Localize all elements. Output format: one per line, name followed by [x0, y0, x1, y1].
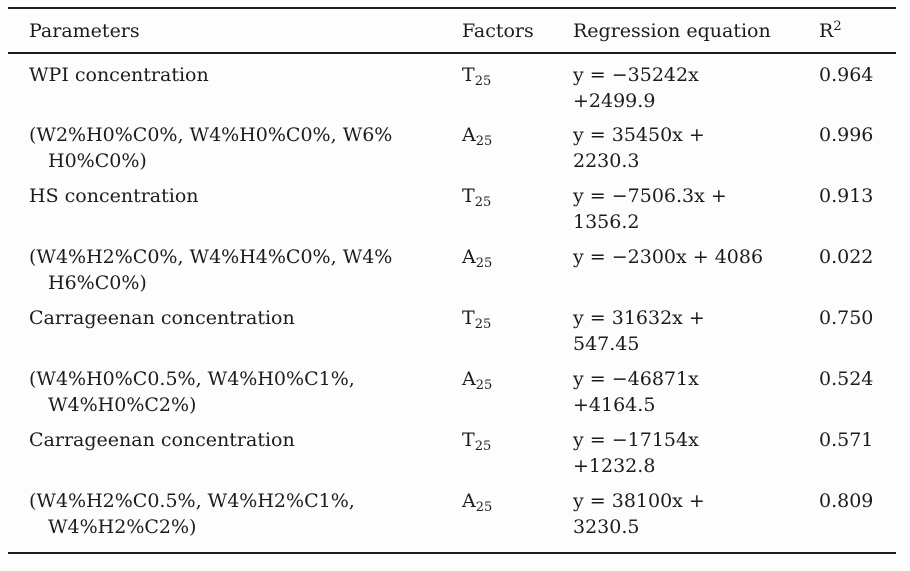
- header-row: Parameters Factors Regression equation R…: [8, 8, 896, 54]
- table-body: WPI concentration T25 y = −35242x +2499.…: [8, 53, 896, 553]
- factor-cell: A25: [462, 236, 573, 297]
- equation-cell: y = −2300x + 4086: [573, 246, 764, 268]
- factor-subscript: 25: [474, 74, 492, 89]
- equation-cell: y = 31632x + 547.45: [573, 307, 705, 355]
- factor-cell: T25: [462, 297, 573, 358]
- r2-cell: 0.571: [819, 429, 874, 451]
- parameter-cell: (W2%H0%C0%, W4%H0%C0%, W6% H0%C0%): [29, 124, 393, 172]
- factor-base: A: [462, 246, 476, 268]
- factor-base: A: [462, 124, 476, 146]
- table-header: Parameters Factors Regression equation R…: [8, 8, 896, 54]
- parameter-cell: (W4%H0%C0.5%, W4%H0%C1%, W4%H0%C2%): [29, 368, 355, 416]
- factor-subscript: 25: [475, 256, 493, 271]
- parameter-cell: (W4%H2%C0.5%, W4%H2%C1%, W4%H2%C2%): [29, 490, 355, 538]
- factor-base: T: [462, 429, 475, 451]
- r2-cell: 0.524: [819, 368, 874, 390]
- factor-subscript: 25: [475, 378, 493, 393]
- r2-cell: 0.022: [819, 246, 874, 268]
- r2-cell: 0.750: [819, 307, 874, 329]
- factor-base: T: [462, 307, 475, 329]
- factor-cell: T25: [462, 53, 573, 114]
- regression-table-container: Parameters Factors Regression equation R…: [8, 7, 896, 554]
- col-header-parameters: Parameters: [8, 8, 462, 54]
- equation-cell: y = 35450x + 2230.3: [573, 124, 705, 172]
- col-header-r-squared: R2: [819, 8, 896, 54]
- parameter-cell: Carrageenan concentration: [29, 429, 295, 451]
- parameter-cell: (W4%H2%C0%, W4%H4%C0%, W4% H6%C0%): [29, 246, 393, 294]
- table-row: (W2%H0%C0%, W4%H0%C0%, W6% H0%C0%) A25 y…: [8, 114, 896, 175]
- parameter-cell: WPI concentration: [29, 64, 209, 86]
- equation-cell: y = −7506.3x + 1356.2: [573, 185, 727, 233]
- equation-cell: y = −46871x +4164.5: [573, 368, 699, 416]
- r2-cell: 0.913: [819, 185, 874, 207]
- factor-subscript: 25: [474, 195, 492, 210]
- factor-cell: A25: [462, 480, 573, 553]
- table-row: Carrageenan concentration T25 y = −17154…: [8, 419, 896, 480]
- col-header-regression-equation: Regression equation: [573, 8, 819, 54]
- factor-subscript: 25: [475, 134, 493, 149]
- factor-base: A: [462, 490, 476, 512]
- factor-base: T: [462, 64, 475, 86]
- parameter-cell: Carrageenan concentration: [29, 307, 295, 329]
- factor-base: A: [462, 368, 476, 390]
- equation-cell: y = −17154x +1232.8: [573, 429, 699, 477]
- table-row: HS concentration T25 y = −7506.3x + 1356…: [8, 175, 896, 236]
- equation-cell: y = 38100x + 3230.5: [573, 490, 705, 538]
- col-header-factors: Factors: [462, 8, 573, 54]
- table-row: (W4%H2%C0.5%, W4%H2%C1%, W4%H2%C2%) A25 …: [8, 480, 896, 553]
- r-squared-base: R: [819, 19, 834, 42]
- factor-base: T: [462, 185, 475, 207]
- r2-cell: 0.996: [819, 124, 874, 146]
- factor-cell: T25: [462, 175, 573, 236]
- factor-cell: A25: [462, 114, 573, 175]
- table-row: (W4%H0%C0.5%, W4%H0%C1%, W4%H0%C2%) A25 …: [8, 358, 896, 419]
- r-squared-exponent: 2: [833, 18, 842, 34]
- equation-cell: y = −35242x +2499.9: [573, 64, 699, 112]
- parameter-cell: HS concentration: [29, 185, 199, 207]
- regression-table: Parameters Factors Regression equation R…: [8, 7, 896, 554]
- factor-cell: T25: [462, 419, 573, 480]
- r2-cell: 0.809: [819, 490, 874, 512]
- table-row: WPI concentration T25 y = −35242x +2499.…: [8, 53, 896, 114]
- factor-subscript: 25: [474, 439, 492, 454]
- factor-cell: A25: [462, 358, 573, 419]
- factor-subscript: 25: [474, 317, 492, 332]
- table-row: Carrageenan concentration T25 y = 31632x…: [8, 297, 896, 358]
- r2-cell: 0.964: [819, 64, 874, 86]
- factor-subscript: 25: [475, 500, 493, 515]
- table-row: (W4%H2%C0%, W4%H4%C0%, W4% H6%C0%) A25 y…: [8, 236, 896, 297]
